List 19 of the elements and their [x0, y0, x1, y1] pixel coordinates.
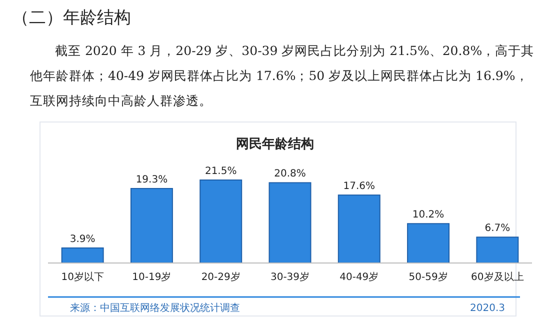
x-tick-label: 20-29岁 [201, 271, 240, 283]
data-label: 10.2% [412, 210, 444, 221]
text: （二）年龄结构 [12, 7, 131, 29]
text: 2020.3 [470, 303, 505, 314]
data-label: 3.9% [70, 234, 96, 245]
chart-title: 网民年龄结构 [236, 137, 314, 152]
data-label: 6.7% [484, 223, 510, 234]
data-label: 20.8% [274, 168, 306, 180]
source-note: 来源：中国互联网络发展状况统计调查 [70, 302, 240, 314]
x-tick-label: 10-19岁 [132, 271, 172, 283]
data-label: 19.3% [136, 174, 168, 186]
x-tick-label: 10岁以下 [61, 271, 104, 283]
text: 截至 2020 年 3 月，20-29 岁、30-39 岁网民占比分别为 21.5%、20.8%，高于其他年龄群体；40-49 岁网民群体占比为 17.6%；50 岁及以上网民群体占比为 16.9%，互联网持续向中高龄人群渗透。 [30, 42, 535, 110]
x-tick-label: 60岁及以上 [471, 271, 524, 283]
x-tick-label: 50-59岁 [408, 271, 448, 283]
x-tick-label: 40-49岁 [340, 271, 379, 283]
data-label: 17.6% [343, 181, 376, 192]
data-label: 21.5% [204, 166, 237, 177]
x-tick-label: 30-39岁 [270, 271, 310, 283]
